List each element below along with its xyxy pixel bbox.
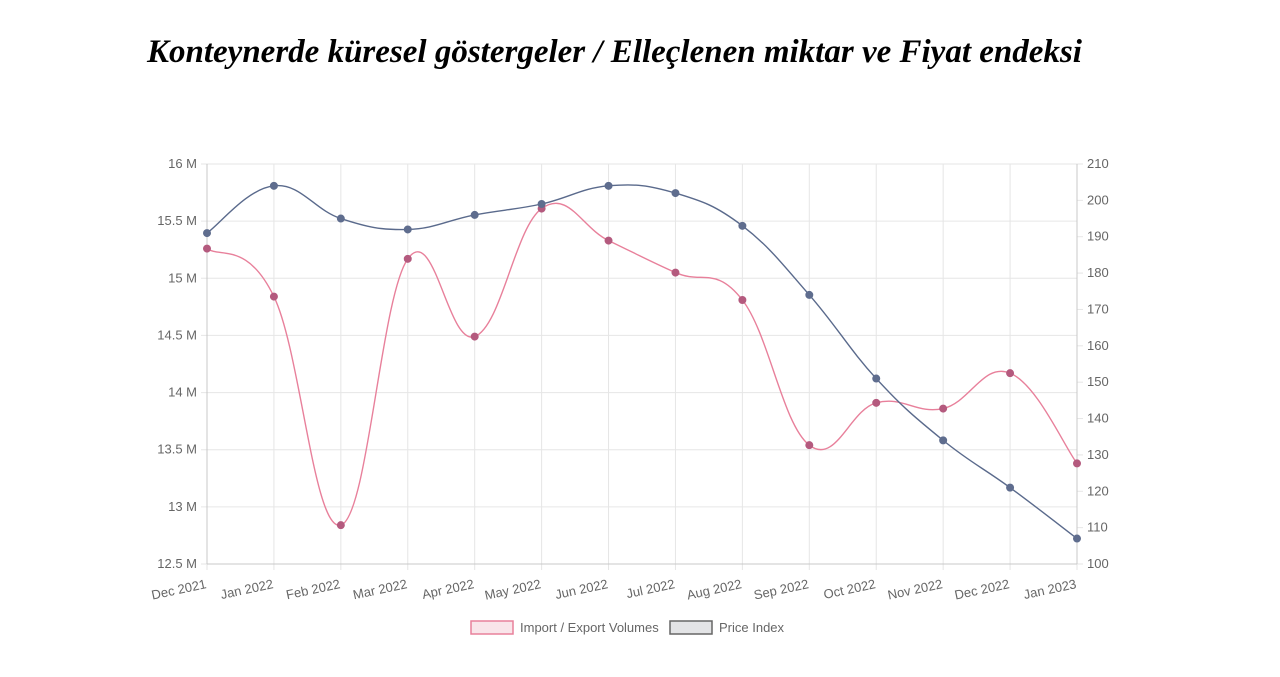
volumes-data-point [939, 404, 948, 413]
volumes-data-point [470, 332, 479, 341]
right-y-tick-label: 160 [1087, 338, 1109, 353]
left-y-tick-label: 14 M [168, 385, 197, 400]
legend-swatch [669, 620, 713, 635]
legend-label: Import / Export Volumes [520, 620, 659, 635]
volumes-data-point [805, 441, 814, 450]
x-tick-label: Mar 2022 [352, 576, 409, 602]
x-axis-ticks: Dec 2021 Jan 2022 Feb 2022 Mar 2022 Apr 2022… [150, 576, 1078, 603]
left-y-tick-label: 15 M [168, 270, 197, 285]
left-y-tick-label: 12.5 M [157, 556, 197, 571]
price-index-data-point [1006, 483, 1015, 492]
price-index-data-point [604, 181, 613, 190]
volumes-data-point [604, 236, 613, 245]
x-tick-label: Apr 2022 [421, 576, 476, 602]
right-y-tick-label: 110 [1087, 520, 1108, 535]
left-y-tick-label: 13 M [168, 499, 197, 514]
x-tick-label: Jan 2022 [219, 576, 274, 602]
price-index-data-point [269, 181, 278, 190]
right-y-tick-label: 170 [1087, 301, 1109, 316]
volumes-data-point [671, 268, 680, 277]
right-y-tick-label: 140 [1087, 411, 1109, 426]
price-index-data-point [671, 189, 680, 198]
right-y-tick-label: 100 [1087, 556, 1109, 571]
x-tick-label: Jan 2023 [1022, 576, 1077, 602]
volumes-data-point [336, 521, 345, 530]
price-index-data-point [403, 225, 412, 234]
x-tick-label: Feb 2022 [285, 576, 342, 602]
volumes-data-point [1006, 369, 1015, 378]
right-y-tick-label: 130 [1087, 447, 1109, 462]
legend-swatch [470, 620, 514, 635]
right-y-tick-label: 210 [1087, 156, 1109, 171]
price-index-data-point [805, 290, 814, 299]
chart-series [206, 184, 1078, 540]
right-y-tick-label: 180 [1087, 265, 1109, 280]
x-tick-label: Sep 2022 [752, 576, 810, 602]
x-tick-label: Nov 2022 [886, 576, 944, 602]
volumes-data-point [203, 244, 211, 253]
price-index-data-point [537, 200, 546, 208]
legend-label: Price Index [719, 620, 785, 635]
price-index-data-point [470, 210, 479, 219]
right-y-tick-label: 190 [1087, 229, 1109, 244]
series-line-price-index [206, 184, 1078, 540]
left-y-axis-ticks: 16 M 15.5 M 15 M 14.5 M 14 M 13.5 M 13 M 12.5 M [157, 156, 197, 571]
right-y-tick-label: 200 [1087, 192, 1109, 207]
x-tick-label: Aug 2022 [685, 576, 743, 602]
volumes-data-point [872, 398, 881, 407]
volumes-data-point [403, 254, 412, 263]
chart-grid [201, 163, 1083, 570]
page-title: Konteynerde küresel göstergeler / Elleçl… [147, 34, 1082, 70]
left-y-tick-label: 14.5 M [157, 327, 197, 342]
chart-axes [206, 164, 1078, 565]
price-index-data-point [872, 374, 881, 383]
price-index-data-point [939, 436, 948, 445]
x-tick-label: May 2022 [483, 576, 542, 603]
chart-points [203, 181, 1081, 543]
price-index-data-point [336, 214, 345, 223]
price-index-data-point [738, 221, 747, 230]
series-line-volumes [206, 202, 1078, 526]
price-index-data-point [203, 229, 211, 238]
volumes-data-point [738, 296, 747, 304]
x-tick-label: Dec 2022 [953, 576, 1011, 602]
volumes-data-point [269, 292, 278, 301]
left-y-tick-label: 16 M [168, 156, 197, 171]
left-y-tick-label: 13.5 M [157, 442, 197, 457]
x-tick-label: Dec 2021 [150, 576, 208, 602]
right-y-tick-label: 120 [1087, 483, 1109, 498]
chart-legend: Import / Export Volumes Price Index [470, 620, 785, 635]
left-y-tick-label: 15.5 M [157, 213, 197, 228]
x-tick-label: Jul 2022 [625, 576, 676, 601]
price-index-data-point [1073, 534, 1081, 543]
right-y-axis-ticks: 210 200 190 180 170 160 150 140 130 120 110 100 [1087, 156, 1109, 571]
right-y-tick-label: 150 [1087, 374, 1109, 389]
volumes-data-point [1073, 459, 1081, 468]
x-tick-label: Oct 2022 [822, 576, 877, 602]
x-tick-label: Jun 2022 [554, 576, 609, 602]
